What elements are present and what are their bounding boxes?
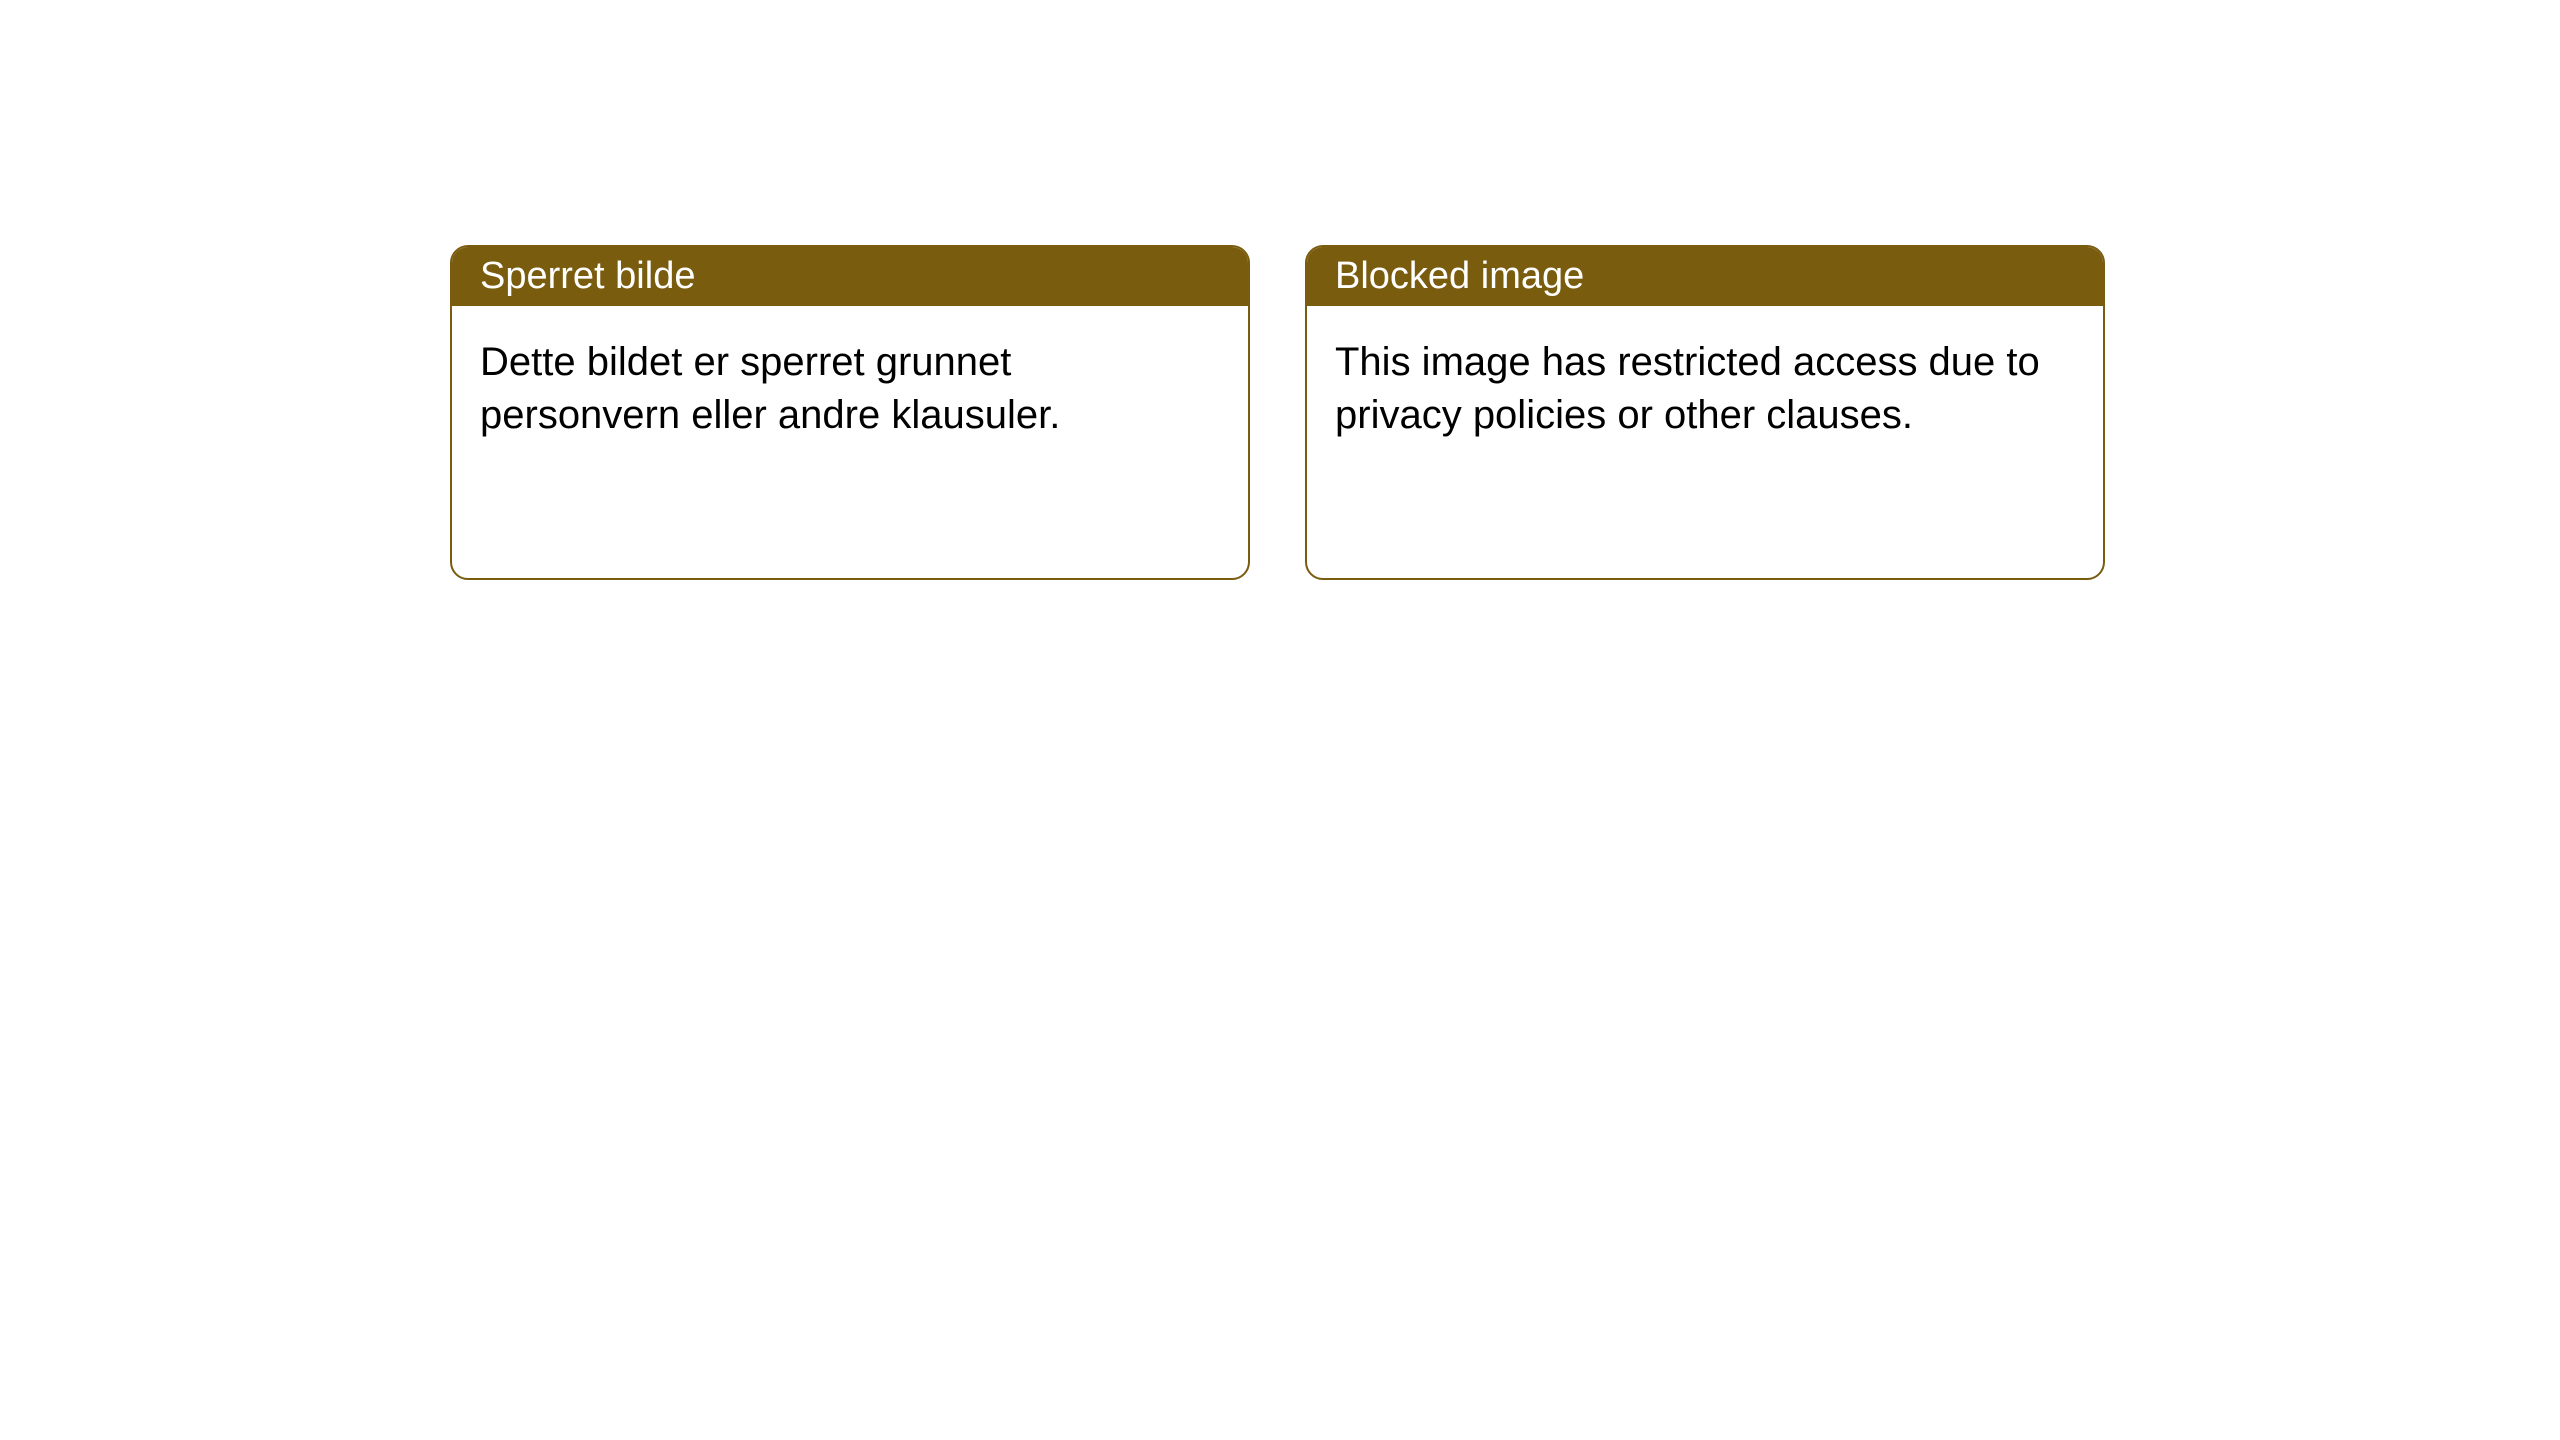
notice-card-english: Blocked image This image has restricted … [1305, 245, 2105, 580]
notice-title: Blocked image [1307, 247, 2103, 306]
notice-body: Dette bildet er sperret grunnet personve… [452, 306, 1248, 472]
notice-title: Sperret bilde [452, 247, 1248, 306]
notice-body: This image has restricted access due to … [1307, 306, 2103, 472]
notice-container: Sperret bilde Dette bildet er sperret gr… [0, 0, 2560, 580]
notice-card-norwegian: Sperret bilde Dette bildet er sperret gr… [450, 245, 1250, 580]
